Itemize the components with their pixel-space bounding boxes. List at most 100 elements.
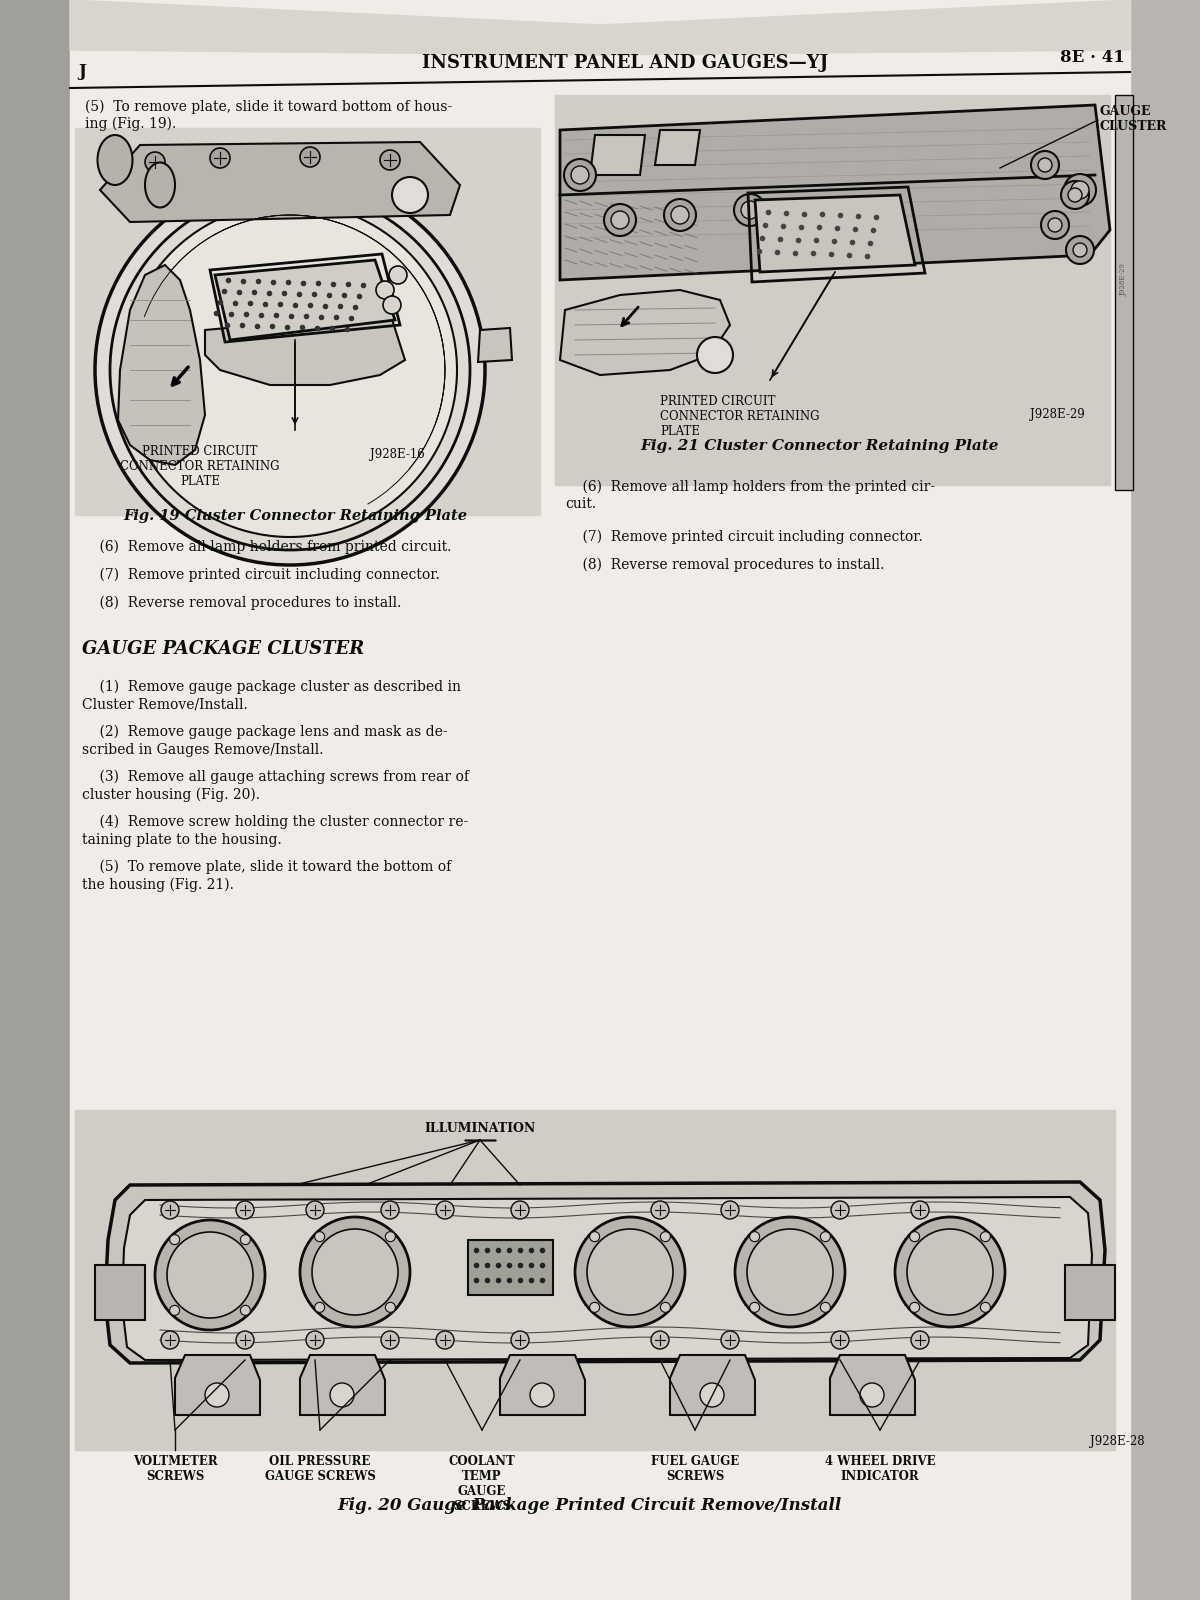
Circle shape <box>330 1382 354 1406</box>
Text: GAUGE
CLUSTER: GAUGE CLUSTER <box>1100 106 1168 133</box>
Circle shape <box>650 1331 670 1349</box>
Polygon shape <box>122 1197 1092 1360</box>
Circle shape <box>860 1382 884 1406</box>
Text: PRINTED CIRCUIT
CONNECTOR RETAINING
PLATE: PRINTED CIRCUIT CONNECTOR RETAINING PLAT… <box>660 395 820 438</box>
Circle shape <box>314 1302 325 1312</box>
Polygon shape <box>468 1240 553 1294</box>
Text: Fig. 21 Cluster Connector Retaining Plate: Fig. 21 Cluster Connector Retaining Plat… <box>641 438 1000 453</box>
Text: ILLUMINATION: ILLUMINATION <box>425 1122 535 1134</box>
Text: J: J <box>78 62 86 80</box>
Circle shape <box>306 1202 324 1219</box>
Circle shape <box>1068 187 1082 202</box>
Text: Fig. 20 Gauge Package Printed Circuit Remove/Install: Fig. 20 Gauge Package Printed Circuit Re… <box>338 1498 842 1514</box>
Circle shape <box>167 1232 253 1318</box>
Circle shape <box>1066 235 1094 264</box>
Circle shape <box>161 1331 179 1349</box>
Text: VOLTMETER
SCREWS: VOLTMETER SCREWS <box>133 1454 217 1483</box>
Circle shape <box>589 1302 600 1312</box>
Polygon shape <box>215 259 395 341</box>
Text: (7)  Remove printed circuit including connector.: (7) Remove printed circuit including con… <box>82 568 439 582</box>
Circle shape <box>821 1232 830 1242</box>
Circle shape <box>1048 218 1062 232</box>
Circle shape <box>240 1306 251 1315</box>
Circle shape <box>611 211 629 229</box>
Circle shape <box>650 1202 670 1219</box>
Polygon shape <box>478 328 512 362</box>
Circle shape <box>697 338 733 373</box>
Text: J928E-29: J928E-29 <box>1030 408 1085 421</box>
Circle shape <box>671 206 689 224</box>
Circle shape <box>240 1235 251 1245</box>
Circle shape <box>383 296 401 314</box>
Circle shape <box>314 1232 325 1242</box>
Text: the housing (Fig. 21).: the housing (Fig. 21). <box>82 878 234 893</box>
Circle shape <box>161 1202 179 1219</box>
Circle shape <box>530 1382 554 1406</box>
Polygon shape <box>670 1355 755 1414</box>
Text: FUEL GAUGE
SCREWS: FUEL GAUGE SCREWS <box>650 1454 739 1483</box>
Polygon shape <box>106 1182 1105 1363</box>
Circle shape <box>1042 211 1069 238</box>
Circle shape <box>210 149 230 168</box>
Circle shape <box>511 1331 529 1349</box>
Circle shape <box>236 1331 254 1349</box>
Circle shape <box>169 1306 180 1315</box>
Text: (4)  Remove screw holding the cluster connector re-: (4) Remove screw holding the cluster con… <box>82 814 468 829</box>
Circle shape <box>145 152 166 171</box>
Circle shape <box>721 1202 739 1219</box>
Text: 8E · 41: 8E · 41 <box>1061 50 1126 66</box>
Polygon shape <box>590 134 646 174</box>
Text: 4 WHEEL DRIVE
INDICATOR: 4 WHEEL DRIVE INDICATOR <box>824 1454 935 1483</box>
Circle shape <box>911 1202 929 1219</box>
Circle shape <box>664 198 696 230</box>
Polygon shape <box>300 1355 385 1414</box>
Circle shape <box>110 190 470 550</box>
Circle shape <box>205 1382 229 1406</box>
Circle shape <box>571 166 589 184</box>
Polygon shape <box>560 106 1110 280</box>
Polygon shape <box>175 1355 260 1414</box>
Circle shape <box>910 1232 919 1242</box>
Circle shape <box>721 1331 739 1349</box>
Circle shape <box>907 1229 994 1315</box>
Text: (8)  Reverse removal procedures to install.: (8) Reverse removal procedures to instal… <box>565 558 884 573</box>
Text: (6)  Remove all lamp holders from the printed cir-
cuit.: (6) Remove all lamp holders from the pri… <box>565 480 935 510</box>
Polygon shape <box>0 0 70 1600</box>
Text: (5)  To remove plate, slide it toward the bottom of: (5) To remove plate, slide it toward the… <box>82 861 451 874</box>
Polygon shape <box>95 1266 145 1320</box>
Text: (5)  To remove plate, slide it toward bottom of hous-
ing (Fig. 19).: (5) To remove plate, slide it toward bot… <box>85 99 452 131</box>
Circle shape <box>236 1202 254 1219</box>
Circle shape <box>750 1302 760 1312</box>
Circle shape <box>306 1331 324 1349</box>
Circle shape <box>575 1218 685 1326</box>
Text: (7)  Remove printed circuit including connector.: (7) Remove printed circuit including con… <box>565 530 923 544</box>
Polygon shape <box>70 0 1130 1600</box>
Polygon shape <box>205 314 406 386</box>
Circle shape <box>511 1202 529 1219</box>
Circle shape <box>300 147 320 166</box>
Polygon shape <box>830 1355 916 1414</box>
Circle shape <box>750 1232 760 1242</box>
Circle shape <box>746 1229 833 1315</box>
Circle shape <box>587 1229 673 1315</box>
Text: (6)  Remove all lamp holders from printed circuit.: (6) Remove all lamp holders from printed… <box>82 541 451 554</box>
Circle shape <box>911 1331 929 1349</box>
Circle shape <box>604 203 636 235</box>
Circle shape <box>980 1302 990 1312</box>
Circle shape <box>821 1302 830 1312</box>
Circle shape <box>980 1232 990 1242</box>
Circle shape <box>385 1232 395 1242</box>
Text: Fig. 19 Cluster Connector Retaining Plate: Fig. 19 Cluster Connector Retaining Plat… <box>124 509 467 523</box>
Circle shape <box>169 1235 180 1245</box>
Text: PRINTED CIRCUIT
CONNECTOR RETAINING
PLATE: PRINTED CIRCUIT CONNECTOR RETAINING PLAT… <box>120 445 280 488</box>
Circle shape <box>436 1331 454 1349</box>
Circle shape <box>660 1302 671 1312</box>
Circle shape <box>734 1218 845 1326</box>
Text: GAUGE PACKAGE CLUSTER: GAUGE PACKAGE CLUSTER <box>82 640 365 658</box>
Polygon shape <box>500 1355 586 1414</box>
Circle shape <box>564 158 596 190</box>
Circle shape <box>376 282 394 299</box>
Text: INSTRUMENT PANEL AND GAUGES—YJ: INSTRUMENT PANEL AND GAUGES—YJ <box>422 54 828 72</box>
Text: COOLANT
TEMP
GAUGE
SCREWS: COOLANT TEMP GAUGE SCREWS <box>449 1454 515 1514</box>
Polygon shape <box>118 266 205 466</box>
